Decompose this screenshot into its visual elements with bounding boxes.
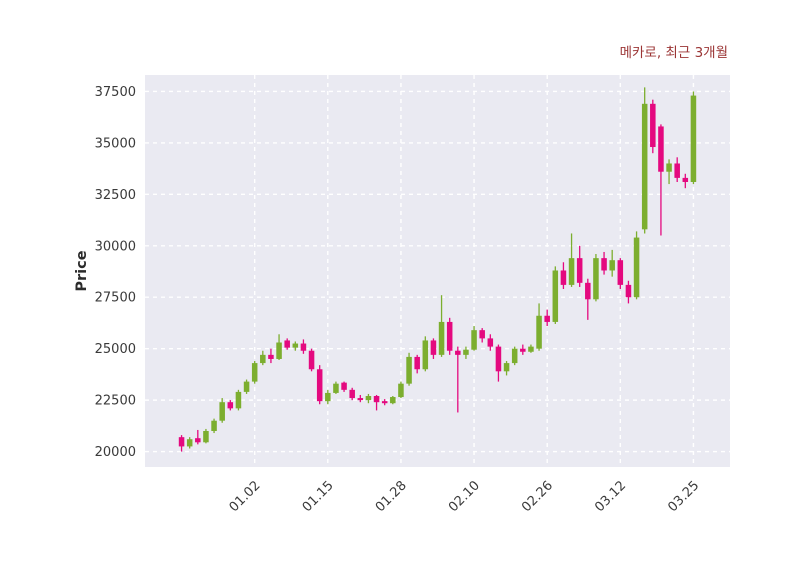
candle-body [495,346,502,372]
candle-body [260,354,266,364]
candle-body [552,270,559,322]
candle-body [520,348,526,352]
candle-body [300,343,307,351]
candle-body [641,103,648,230]
candle-body [455,350,461,355]
candle-body [398,383,404,398]
x-tick-label: 03.25 [665,478,702,515]
candle-body [536,315,542,349]
candle-body [203,430,209,443]
y-axis-label: Price [74,250,90,291]
candle-body [625,284,632,298]
candle-body [666,163,672,172]
x-tick-label: 02.26 [519,478,556,515]
y-tick-label: 35000 [95,136,136,151]
candle-body [650,103,656,148]
candle-body [560,270,567,285]
candle-body [585,282,591,300]
candle-body [292,343,299,348]
candle-body [284,340,290,348]
candle-body [601,258,607,271]
candles [178,87,697,452]
candle-body [576,258,583,283]
y-tick-label: 20000 [95,445,136,460]
candle-body [178,437,185,447]
candle-body [674,163,680,178]
y-tick-label: 22500 [95,394,136,409]
candle-body [365,396,372,401]
candle-body [308,350,315,370]
candle-body [471,330,477,350]
candle-body [690,95,697,183]
candle-body [479,330,485,339]
candle-body [211,420,217,431]
candle-body [406,356,412,384]
candle-body [593,258,599,300]
candle-body [251,363,258,382]
candle-body [544,315,550,322]
candle-body [528,346,534,352]
candle-body [511,348,518,364]
candle-body [186,439,193,447]
y-axis-tick-labels: 20000 22500 25000 27500 30000 32500 35000 37500 [95,85,136,460]
chart-title: 메카로, 최근 3개월 [620,45,728,61]
candle-body [438,321,445,355]
candle-body [381,401,388,404]
candle-body [446,321,453,351]
candle-body [235,391,242,409]
x-tick-label: 01.28 [373,478,410,515]
y-tick-label: 30000 [95,239,136,254]
y-tick-label: 25000 [95,342,136,357]
y-tick-label: 27500 [95,291,136,306]
plot-area [145,75,730,467]
candle-body [463,349,469,355]
x-tick-label: 01.02 [227,478,264,515]
candle-body [227,402,234,409]
candle-body [333,383,339,393]
candle-body [390,397,396,404]
candle-body [609,260,615,271]
candle-body [349,389,355,399]
candle-body [219,402,225,421]
candle-body [414,356,420,370]
candle-body [325,392,331,402]
candle-body [243,381,250,392]
candle-body [503,363,510,372]
candle-body [568,258,575,285]
candle-body [617,260,624,285]
candle-body [341,382,347,390]
candle-body [316,369,323,402]
x-tick-label: 02.10 [446,478,483,515]
x-axis-tick-labels: 01.02 01.15 01.28 02.10 02.26 03.12 03.25 [227,478,703,515]
candle-body [195,438,201,443]
candle-body [276,342,282,359]
x-tick-label: 01.15 [300,478,337,515]
x-tick-label: 03.12 [592,478,629,515]
candle-body [373,396,380,403]
candle-body [682,177,689,183]
candle-body [487,338,494,347]
candle-body [430,340,437,355]
candle-body [268,354,274,359]
y-tick-label: 37500 [95,85,136,100]
candle-body [357,398,364,401]
candle-body [422,340,429,370]
y-tick-label: 32500 [95,188,136,203]
candle-body [633,237,640,298]
candle-body [658,126,664,172]
